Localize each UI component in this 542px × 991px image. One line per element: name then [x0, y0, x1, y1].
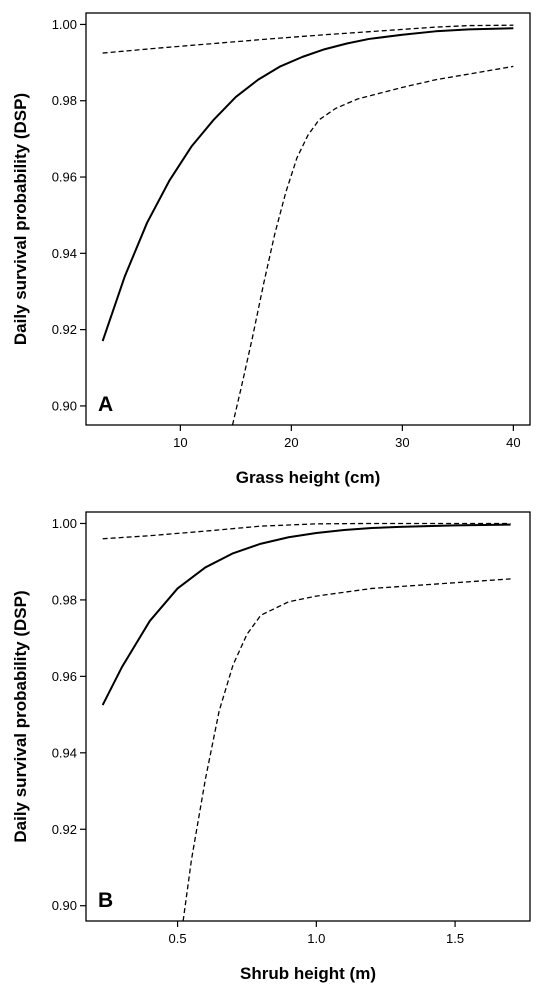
x-tick-label-1-0: 0.5	[169, 931, 187, 946]
x-tick-label-0-3: 40	[506, 435, 520, 450]
y-tick-label-1-4: 0.98	[52, 592, 77, 607]
y-tick-label-0-3: 0.96	[52, 170, 77, 185]
x-tick-label-1-2: 1.5	[446, 931, 464, 946]
y-tick-label-0-1: 0.92	[52, 322, 77, 337]
panel-1: 0.90 0.92 0.94 0.96 0.98 1.00 0.5 1.0 1.5 Shrub h…	[11, 511, 531, 983]
x-tick-label-1-1: 1.0	[307, 931, 325, 946]
x-tick-label-0-1: 20	[284, 435, 298, 450]
y-axis-title-0: Daily survival probability (DSP)	[11, 93, 30, 345]
y-axis-title-1: Daily survival probability (DSP)	[11, 590, 30, 842]
y-tick-label-0-4: 0.98	[52, 93, 77, 108]
plot-frame-0	[85, 12, 531, 426]
panel-0: 0.90 0.92 0.94 0.96 0.98 1.00 10 20 30 40 Grass he…	[11, 12, 531, 487]
y-tick-label-0-5: 1.00	[52, 17, 77, 32]
x-axis-title-0: Grass height (cm)	[236, 468, 381, 487]
y-tick-label-0-0: 0.90	[52, 398, 77, 413]
series-group-1	[101, 522, 511, 921]
series-line-0-2-dashed	[231, 65, 514, 425]
series-line-0-1-dashed	[102, 24, 514, 54]
plot-frame-1	[85, 511, 531, 922]
y-tick-label-1-0: 0.90	[52, 898, 77, 913]
series-line-0-0-solid	[101, 27, 514, 342]
panel-label-0: A	[98, 393, 113, 416]
y-tick-label-1-5: 1.00	[52, 516, 77, 531]
series-line-1-2-dashed	[182, 578, 511, 921]
y-tick-label-1-2: 0.94	[52, 745, 77, 760]
series-line-1-0-solid	[101, 523, 511, 706]
series-line-1-1-dashed	[102, 522, 511, 540]
y-tick-label-1-1: 0.92	[52, 822, 77, 837]
panel-label-1: B	[98, 889, 113, 912]
x-tick-label-0-2: 30	[395, 435, 409, 450]
x-tick-label-0-0: 10	[173, 435, 187, 450]
series-group-0	[101, 24, 514, 425]
y-tick-label-1-3: 0.96	[52, 669, 77, 684]
y-tick-label-0-2: 0.94	[52, 246, 77, 261]
x-axis-title-1: Shrub height (m)	[240, 964, 376, 983]
